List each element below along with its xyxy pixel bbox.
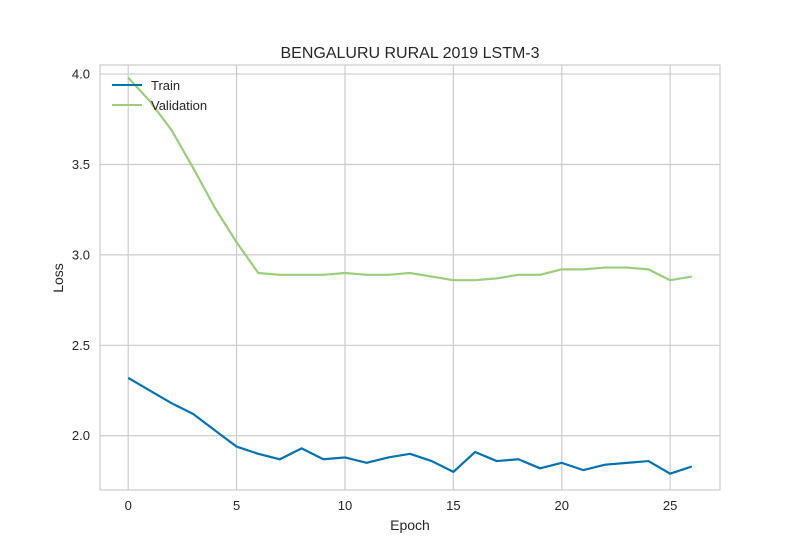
- y-tick-label: 2.0: [72, 428, 90, 443]
- plot-frame: [99, 64, 721, 491]
- x-tick-label: 10: [338, 498, 352, 513]
- series-line-train: [127, 376, 693, 475]
- legend-label-validation: Validation: [151, 98, 207, 113]
- x-tick-label: 20: [555, 498, 569, 513]
- series-line-validation: [127, 76, 693, 282]
- x-tick-label: 5: [233, 498, 240, 513]
- y-tick-label: 3.0: [72, 247, 90, 262]
- tick-labels: 0 5 10 15 20 25 2.0 2.5 3.0 3.5 4.0: [72, 67, 677, 513]
- y-axis-label: Loss: [50, 263, 66, 293]
- y-tick-label: 3.5: [72, 157, 90, 172]
- x-tick-label: 25: [663, 498, 677, 513]
- chart-title: BENGALURU RURAL 2019 LSTM-3: [280, 45, 539, 62]
- x-tick-label: 15: [446, 498, 460, 513]
- y-tick-label: 2.5: [72, 338, 90, 353]
- grid: [100, 65, 720, 490]
- plot-background: [100, 65, 720, 490]
- x-axis-label: Epoch: [390, 517, 430, 533]
- legend: Train Validation: [112, 78, 207, 113]
- series-lines: [127, 76, 693, 475]
- x-tick-label: 0: [125, 498, 132, 513]
- legend-label-train: Train: [151, 78, 180, 93]
- y-tick-label: 4.0: [72, 67, 90, 82]
